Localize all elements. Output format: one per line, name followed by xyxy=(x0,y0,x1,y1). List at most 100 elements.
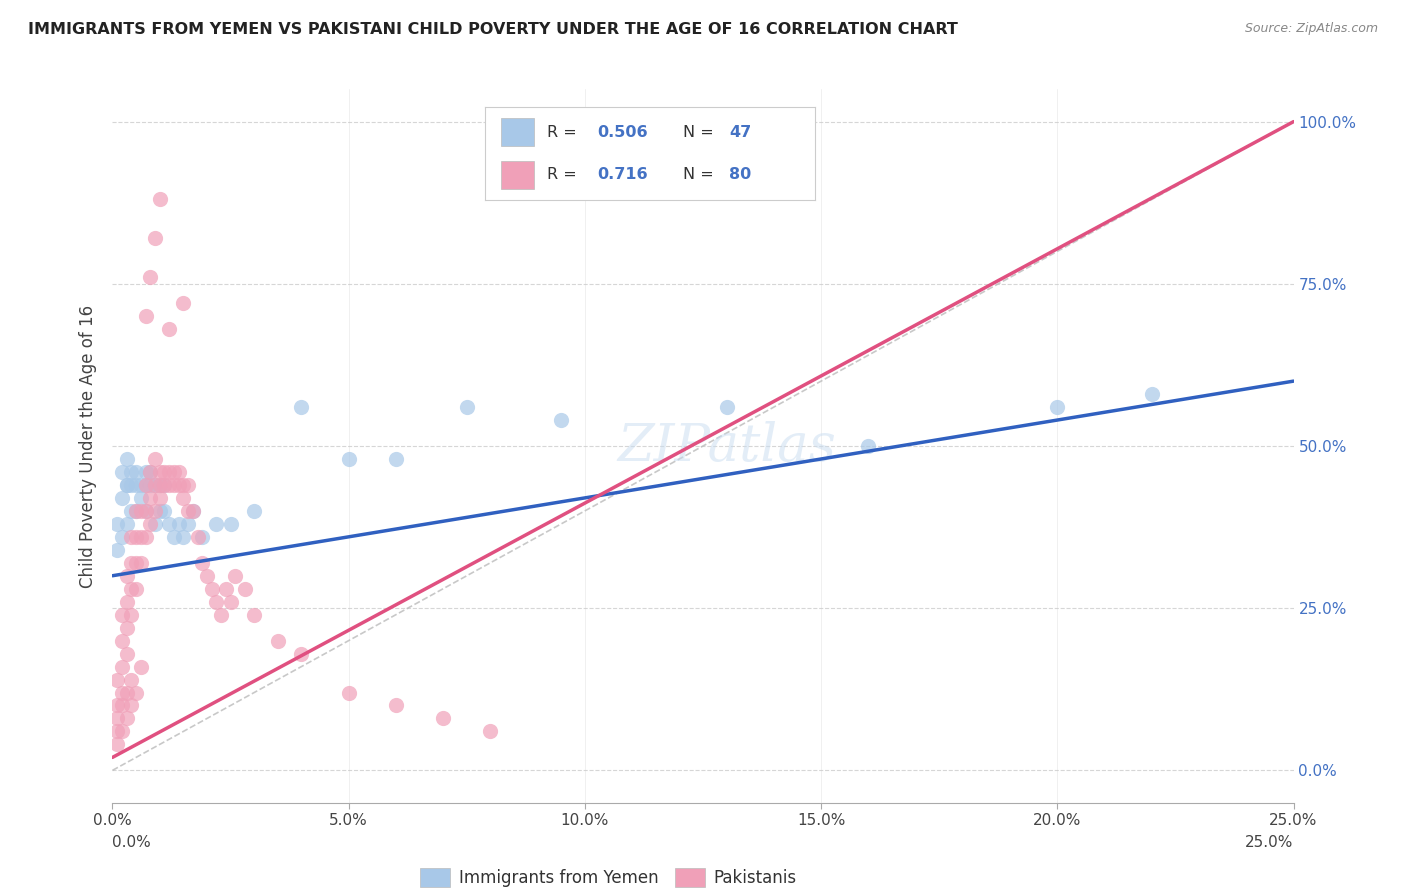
Point xyxy=(135,504,157,518)
Point xyxy=(290,400,312,414)
Point xyxy=(149,465,172,479)
Point xyxy=(219,595,242,609)
Point xyxy=(153,465,176,479)
Point xyxy=(111,685,134,699)
Point xyxy=(120,504,142,518)
Point xyxy=(139,465,162,479)
Point xyxy=(105,738,128,752)
Point xyxy=(163,478,186,492)
Point xyxy=(111,465,134,479)
Point xyxy=(129,530,152,544)
Point xyxy=(125,478,148,492)
Point xyxy=(201,582,224,596)
Point xyxy=(143,478,166,492)
Point xyxy=(290,647,312,661)
Point xyxy=(115,568,138,582)
Point xyxy=(105,711,128,725)
Point xyxy=(115,647,138,661)
Point xyxy=(153,478,176,492)
Point xyxy=(167,478,190,492)
Point xyxy=(111,530,134,544)
Point xyxy=(125,582,148,596)
Point xyxy=(111,698,134,713)
Point xyxy=(167,516,190,531)
Point xyxy=(153,504,176,518)
Point xyxy=(181,504,204,518)
Point xyxy=(143,231,166,245)
Point xyxy=(186,530,208,544)
Point xyxy=(115,711,138,725)
Point xyxy=(120,698,142,713)
Point xyxy=(267,633,290,648)
Point xyxy=(172,530,194,544)
Point xyxy=(135,504,157,518)
Point xyxy=(243,607,266,622)
Point xyxy=(115,452,138,467)
Point xyxy=(139,516,162,531)
Point xyxy=(143,504,166,518)
Point xyxy=(149,193,172,207)
Point xyxy=(143,516,166,531)
Point xyxy=(177,504,200,518)
Y-axis label: Child Poverty Under the Age of 16: Child Poverty Under the Age of 16 xyxy=(79,304,97,588)
Point xyxy=(177,478,200,492)
Point xyxy=(120,556,142,570)
Point xyxy=(111,659,134,673)
Point xyxy=(163,465,186,479)
Point xyxy=(125,504,148,518)
Point xyxy=(125,685,148,699)
Text: 25.0%: 25.0% xyxy=(1246,836,1294,850)
Point xyxy=(157,478,180,492)
Text: 0.0%: 0.0% xyxy=(112,836,152,850)
Point xyxy=(120,673,142,687)
Point xyxy=(105,673,128,687)
Point xyxy=(105,698,128,713)
Point xyxy=(125,556,148,570)
Point xyxy=(143,452,166,467)
Point xyxy=(115,685,138,699)
Point xyxy=(120,465,142,479)
Point xyxy=(157,465,180,479)
Point xyxy=(172,296,194,310)
Point xyxy=(1046,400,1069,414)
Point xyxy=(120,478,142,492)
Point xyxy=(157,322,180,336)
Point xyxy=(219,516,242,531)
Point xyxy=(224,568,246,582)
Point xyxy=(191,530,214,544)
Text: IMMIGRANTS FROM YEMEN VS PAKISTANI CHILD POVERTY UNDER THE AGE OF 16 CORRELATION: IMMIGRANTS FROM YEMEN VS PAKISTANI CHILD… xyxy=(28,22,957,37)
Point xyxy=(177,516,200,531)
Point xyxy=(111,491,134,505)
Point xyxy=(129,478,152,492)
Point xyxy=(125,504,148,518)
Text: Source: ZipAtlas.com: Source: ZipAtlas.com xyxy=(1244,22,1378,36)
Point xyxy=(129,491,152,505)
Point xyxy=(139,491,162,505)
Point xyxy=(1140,387,1163,401)
Legend: Immigrants from Yemen, Pakistanis: Immigrants from Yemen, Pakistanis xyxy=(413,861,803,892)
Point xyxy=(385,452,408,467)
Point xyxy=(111,724,134,739)
Point xyxy=(125,530,148,544)
Point xyxy=(432,711,454,725)
Point xyxy=(105,724,128,739)
Point xyxy=(149,491,172,505)
Point xyxy=(129,659,152,673)
Point xyxy=(181,504,204,518)
Point xyxy=(337,452,360,467)
Point xyxy=(209,607,232,622)
Point xyxy=(157,516,180,531)
Point xyxy=(172,478,194,492)
Point xyxy=(135,478,157,492)
Point xyxy=(205,516,228,531)
Point xyxy=(129,504,152,518)
Point xyxy=(111,607,134,622)
Point xyxy=(120,607,142,622)
Point xyxy=(115,478,138,492)
Point xyxy=(139,465,162,479)
Point xyxy=(479,724,502,739)
Point xyxy=(135,478,157,492)
Point xyxy=(858,439,880,453)
Point xyxy=(115,595,138,609)
Point xyxy=(716,400,738,414)
